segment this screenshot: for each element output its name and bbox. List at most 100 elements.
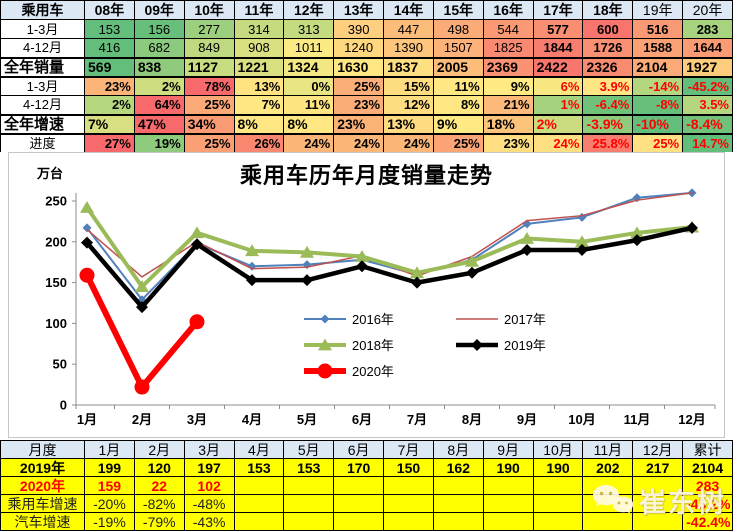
top-table-year-header: 14年 [383,0,434,20]
top-table-cell: 600 [582,19,634,39]
top-table-cell: 447 [383,19,434,39]
bottom-table-cell [333,476,385,495]
top-table-cell: 1844 [532,38,584,58]
series-2020年 [79,267,205,395]
bottom-table-cell [582,494,634,513]
top-table-cell: 1630 [333,56,385,78]
x-axis-label: 2月 [132,412,152,427]
top-table-cell: 25% [183,95,235,115]
series-marker [301,274,313,287]
series-marker [134,379,150,395]
top-table-cell: 34% [183,113,235,135]
x-axis-label: 4月 [242,412,262,427]
top-table-year-header: 19年 [632,0,684,20]
top-table-row-label: 全年增速 [0,113,85,135]
bottom-table-cell [383,512,434,531]
bottom-table-header-cell: 1月 [84,440,135,459]
top-table-cell: 1240 [333,38,385,58]
bottom-table-cell [632,494,684,513]
y-tick-label: 250 [45,194,67,209]
chart-title: 乘用车历年月度销量走势 [239,163,493,188]
top-table-cell: 516 [632,19,684,39]
top-table-cell: 11% [283,95,335,115]
top-table-year-header: 20年 [682,0,733,20]
top-table-cell: 7% [233,95,285,115]
bottom-table-header-cell: 11月 [582,440,634,459]
series-marker [521,243,533,256]
bottom-monthly-table: 月度 1月 2月 3月 4月 5月 6月 7月 8月 9月 10月 11月 12月 累计 2019年 199 1… [0,440,733,531]
bottom-table-cell [632,476,684,495]
bottom-table-cell: 190 [482,458,534,477]
series-marker [686,221,698,234]
top-sales-table: 乘用车 08年 09年 10年 11年 12年 13年 14年 15年 16年 17年 18年 19年 2… [0,0,733,153]
series-marker [244,244,260,257]
bottom-table-cell: -43% [183,512,235,531]
x-axis-label: 7月 [407,412,427,427]
top-table-cell: 6% [532,76,584,96]
bottom-table-cell [432,494,484,513]
top-table-cell: 25% [183,133,235,153]
top-table-cell: 8% [432,95,484,115]
series-marker [519,232,535,244]
bottom-table-cell: 150 [383,458,434,477]
y-tick-label: 0 [60,398,67,413]
top-table-cell: 1644 [682,38,733,58]
bottom-table-cell: 22 [133,476,185,495]
top-table-cell: 908 [233,38,285,58]
series-line [84,225,695,310]
bottom-table-cell: 217 [632,458,684,477]
bottom-table-cell [283,476,335,495]
top-table-year-header: 17年 [532,0,584,20]
top-table-cell: -8% [632,95,684,115]
top-table-cell: 313 [283,19,335,39]
y-axis-unit-label: 万台 [37,166,64,181]
top-table-cell: -45.2% [682,76,733,96]
top-table-cell: 577 [532,19,584,39]
top-table-cell: 1837 [383,56,434,78]
series-marker [134,280,150,293]
top-table-row-label: 4-12月 [0,95,85,115]
bottom-table-header-cell: 7月 [383,440,434,459]
bottom-table-cell: 162 [432,458,484,477]
top-table-corner-label: 乘用车 [0,0,85,20]
series-marker [354,249,370,262]
top-table-cell: 13% [383,113,434,135]
top-table-cell: 416 [84,38,135,58]
series-marker [189,314,205,330]
bottom-table-header-cell: 3月 [183,440,235,459]
top-table-cell: 23% [482,133,534,153]
bottom-table-cell: 197 [183,458,235,477]
top-table-year-header: 08年 [84,0,135,20]
bottom-table-header-cell: 累计 [682,440,733,459]
bottom-table-cell [482,494,534,513]
top-table-year-header: 13年 [333,0,385,20]
bottom-table-header-cell: 9月 [482,440,534,459]
bottom-table-row: 乘用车增速 -20% -82% -48% -45.2% [0,494,733,513]
top-table-cell: 26% [233,133,285,153]
top-table-row: 4-12月 416 682 849 908 1011 1240 1390 1507 1825 184… [0,38,733,58]
top-table-cell: -10% [632,113,684,135]
series-marker [464,254,480,267]
bottom-table-row-label: 2020年 [0,476,85,495]
top-table-cell: 7% [84,113,135,135]
x-axis-label: 12月 [678,412,705,427]
bottom-table-header-cell: 月度 [0,440,85,459]
bottom-table-cell [333,512,385,531]
top-table-cell: 13% [233,76,285,96]
bottom-table-cell: -19% [84,512,135,531]
bottom-table-cell: -20% [84,494,135,513]
top-table-year-header: 18年 [582,0,634,20]
top-table-cell: 390 [333,19,385,39]
top-table-cell: 24% [283,133,335,153]
y-tick-label: 150 [45,275,67,290]
bottom-table-cell [532,512,584,531]
bottom-table-header-row: 月度 1月 2月 3月 4月 5月 6月 7月 8月 9月 10月 11月 12月 累计 [0,440,733,459]
top-table-cell: -8.4% [682,113,733,135]
top-table-cell: 156 [133,19,185,39]
top-table-year-header: 09年 [133,0,185,20]
bottom-table-cell: 199 [84,458,135,477]
series-marker [629,226,645,239]
top-table-row-label: 1-3月 [0,19,85,39]
bottom-table-row: 2019年 199 120 197 153 153 170 150 162 190 190 202 21… [0,458,733,477]
top-table-cell: 2005 [432,56,484,78]
